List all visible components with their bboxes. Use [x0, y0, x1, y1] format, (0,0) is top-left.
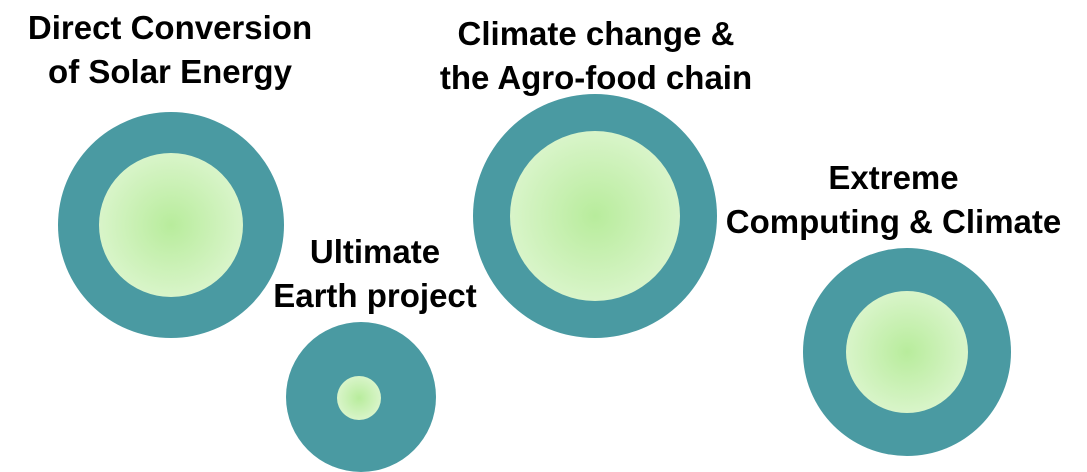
- extreme-computing-inner-circle: [846, 291, 968, 413]
- agro-food-inner-circle: [510, 131, 680, 301]
- earth-project-label: Ultimate Earth project: [255, 230, 495, 318]
- solar-energy-label: Direct Conversion of Solar Energy: [0, 6, 340, 94]
- earth-project-inner-circle: [337, 376, 381, 420]
- earth-project-label-line-1: Ultimate: [309, 233, 441, 270]
- extreme-computing-label-line-2: Computing & Climate: [725, 203, 1062, 240]
- extreme-computing-label-line-1: Extreme: [828, 159, 959, 196]
- agro-food-label: Climate change & the Agro-food chain: [410, 12, 782, 100]
- solar-energy-inner-circle: [99, 153, 243, 297]
- agro-food-label-line-2: the Agro-food chain: [439, 59, 753, 96]
- solar-energy-label-line-2: of Solar Energy: [48, 53, 292, 90]
- extreme-computing-label: Extreme Computing & Climate: [700, 156, 1087, 244]
- earth-project-label-line-2: Earth project: [273, 277, 477, 314]
- solar-energy-label-line-1: Direct Conversion: [27, 9, 313, 46]
- agro-food-label-line-1: Climate change &: [457, 15, 735, 52]
